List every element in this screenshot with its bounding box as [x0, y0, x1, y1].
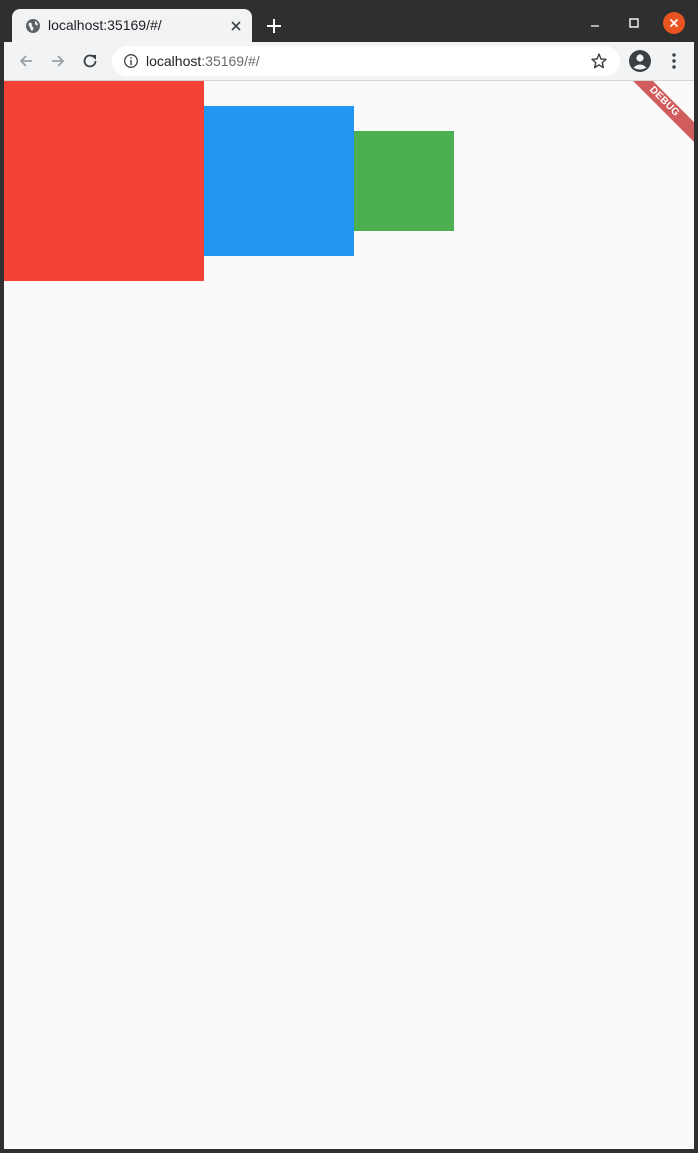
close-icon[interactable] [663, 12, 685, 34]
page-viewport: DEBUG [4, 81, 694, 1149]
kebab-menu-icon[interactable] [664, 51, 684, 71]
maximize-icon[interactable] [623, 12, 645, 34]
close-icon[interactable] [228, 18, 244, 34]
green-box [354, 131, 454, 231]
url-text[interactable]: localhost:35169/#/ [146, 53, 260, 69]
star-icon[interactable] [590, 52, 608, 70]
blue-box [204, 106, 354, 256]
globe-icon [26, 19, 40, 33]
plus-icon[interactable] [264, 16, 284, 36]
browser-tab[interactable]: localhost:35169/#/ [12, 9, 252, 42]
address-bar[interactable]: localhost:35169/#/ [112, 46, 620, 76]
arrow-right-icon[interactable] [48, 51, 68, 71]
tab-title: localhost:35169/#/ [48, 17, 162, 33]
account-icon[interactable] [628, 49, 652, 73]
red-box [4, 81, 204, 281]
debug-banner: DEBUG [616, 81, 694, 150]
info-icon[interactable] [123, 53, 139, 69]
url-path: :35169/#/ [201, 53, 260, 69]
tab-strip: localhost:35169/#/ [0, 0, 698, 42]
arrow-left-icon[interactable] [16, 51, 36, 71]
minimize-icon[interactable] [584, 12, 606, 34]
browser-toolbar: localhost:35169/#/ [4, 42, 694, 81]
url-host: localhost [146, 53, 202, 69]
reload-icon[interactable] [80, 51, 100, 71]
